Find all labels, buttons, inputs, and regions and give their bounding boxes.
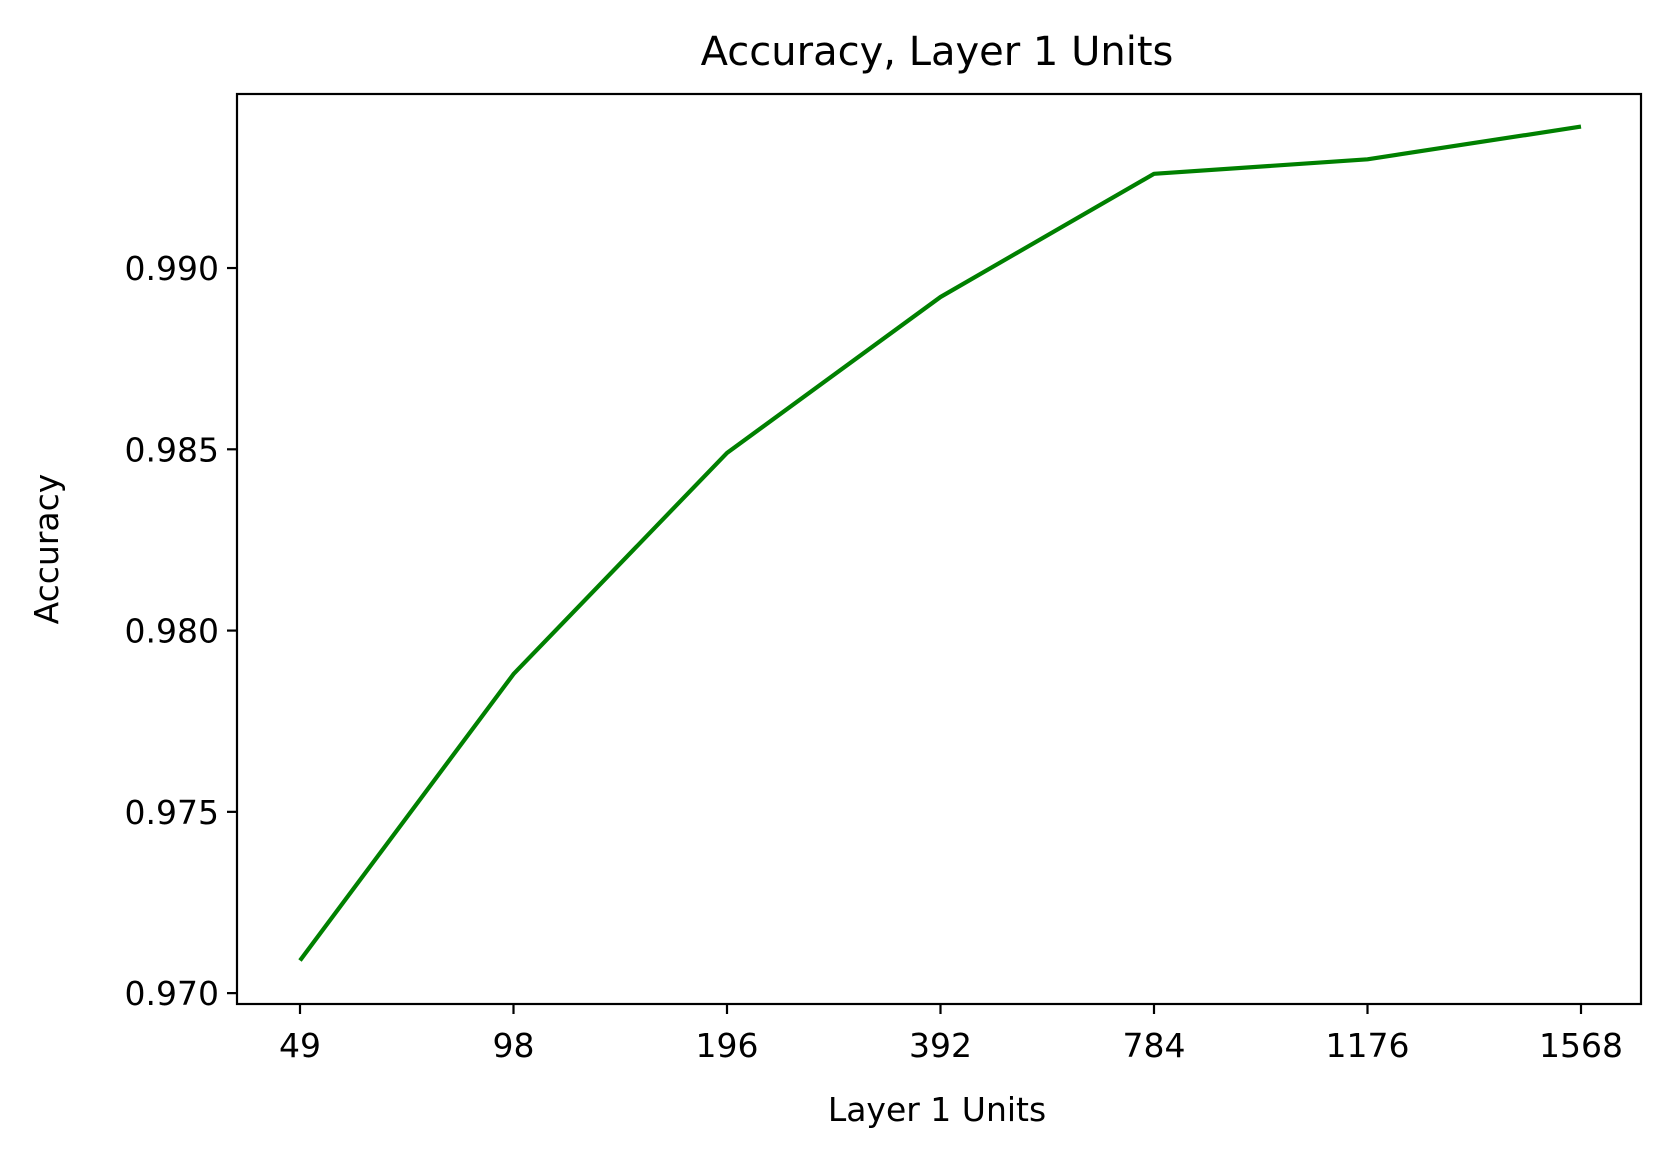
y-tick-label: 0.985: [125, 430, 219, 469]
y-tick-label: 0.980: [125, 612, 219, 651]
x-tick-label: 49: [279, 1026, 321, 1065]
x-tick-label: 1176: [1326, 1026, 1410, 1065]
y-tick-label: 0.990: [125, 249, 219, 288]
y-axis-ticks: 0.970 0.975 0.980 0.985 0.990: [125, 249, 237, 1013]
y-axis-label: Accuracy: [27, 474, 66, 625]
y-tick-label: 0.970: [125, 974, 219, 1013]
x-tick-label: 392: [909, 1026, 972, 1065]
series-line: [298, 124, 1582, 962]
x-axis-label: Layer 1 Units: [828, 1090, 1046, 1129]
plot-area: [298, 124, 1582, 962]
x-tick-label: 784: [1123, 1026, 1186, 1065]
x-axis-ticks: 49 98 196 392 784 1176 1568: [279, 1004, 1623, 1065]
x-tick-label: 98: [493, 1026, 535, 1065]
chart-title: Accuracy, Layer 1 Units: [701, 29, 1174, 75]
y-tick-label: 0.975: [125, 793, 219, 832]
axes-frame: [235, 92, 1643, 1006]
x-tick-label: 196: [696, 1026, 759, 1065]
x-tick-label: 1568: [1539, 1026, 1623, 1065]
